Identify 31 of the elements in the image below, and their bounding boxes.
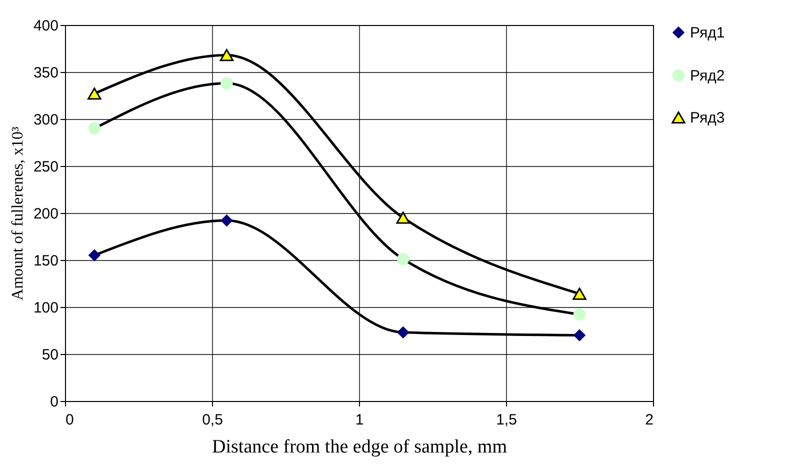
y-tick-label: 0 (50, 394, 58, 410)
point (572, 288, 586, 300)
point (220, 49, 234, 62)
x-tick-label: 0 (66, 412, 74, 428)
y-tick-label: 300 (33, 112, 58, 128)
point (220, 77, 233, 90)
y-tick-label: 50 (42, 346, 58, 364)
y-axis-title: Amount of fullerenes, x10³ (9, 126, 26, 300)
point (396, 252, 410, 266)
x-axis-title: Distance from the edge of sample, mm (212, 436, 508, 458)
legend-label: Ряд1 (690, 24, 725, 42)
point (396, 326, 410, 339)
point (573, 308, 586, 321)
y-tick-label: 250 (33, 158, 58, 176)
legend-label: Ряд3 (690, 110, 725, 126)
x-tick-label: 1 (355, 412, 364, 428)
point (396, 212, 410, 224)
x-tick-label: 0,5 (202, 412, 223, 428)
y-tick-label: 200 (33, 206, 58, 222)
y-tick-label: 350 (33, 64, 58, 82)
y-tick-label: 150 (33, 252, 58, 270)
y-tick-label: 100 (33, 300, 58, 316)
point (88, 88, 102, 100)
legend-label: Ряд2 (690, 68, 725, 84)
point (88, 249, 101, 262)
x-tick-label: 1,5 (496, 412, 517, 428)
point (220, 214, 233, 227)
x-tick-label: 2 (645, 412, 654, 428)
point (573, 329, 586, 342)
point (88, 122, 101, 135)
y-tick-label: 400 (33, 18, 58, 34)
